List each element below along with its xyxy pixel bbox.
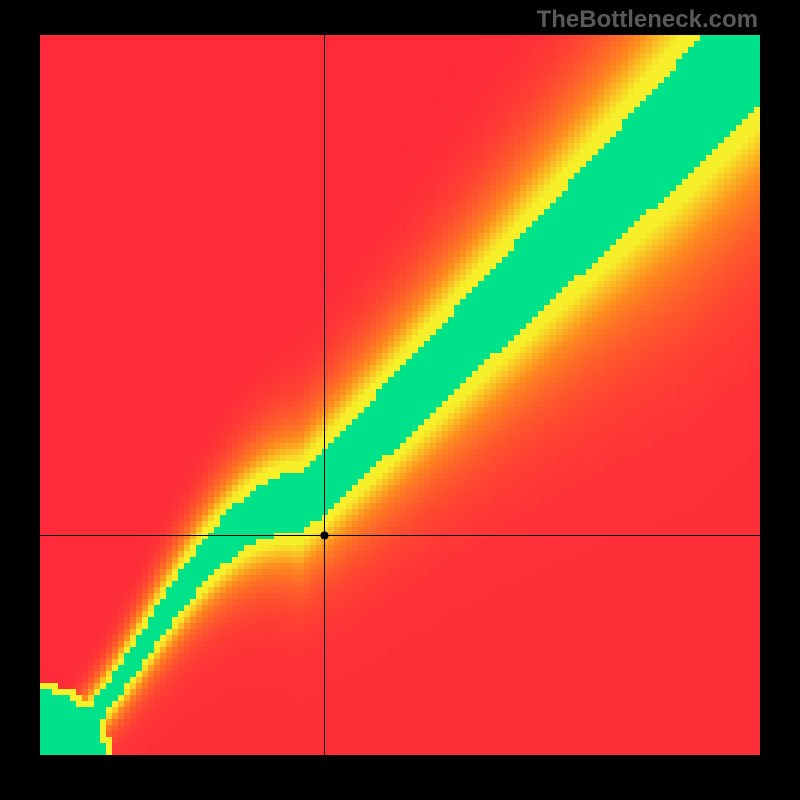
chart-frame: { "canvas": { "width": 800, "height": 80…	[0, 0, 800, 800]
heatmap-canvas	[40, 35, 760, 755]
heatmap-plot	[40, 35, 760, 755]
watermark-text: TheBottleneck.com	[537, 6, 758, 34]
